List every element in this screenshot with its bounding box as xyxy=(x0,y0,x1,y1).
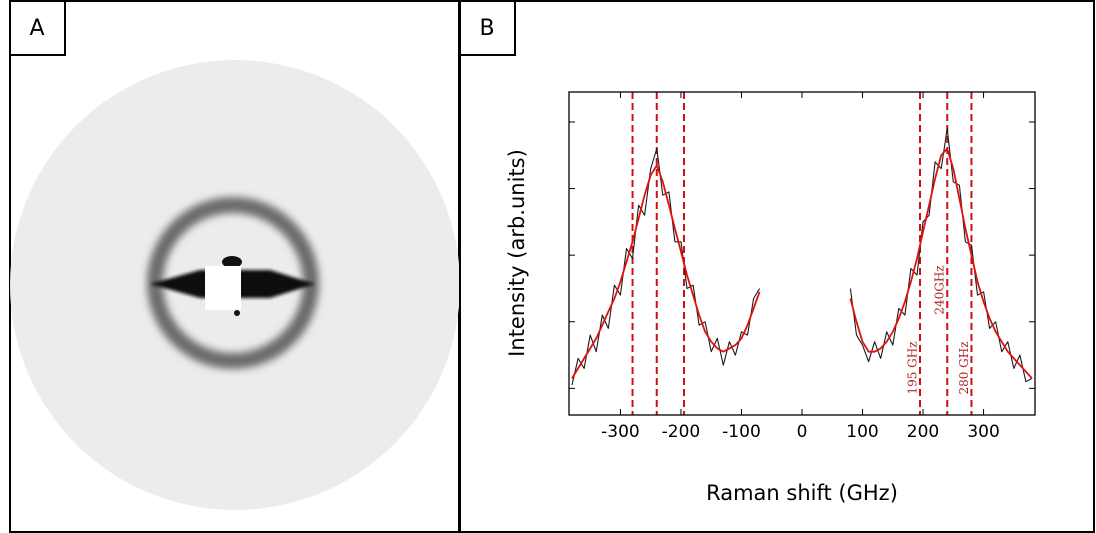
annotation: 195 GHz xyxy=(906,341,920,394)
spot xyxy=(222,256,242,268)
panel-b: B Raman shift (GHz) Intensity (arb.units… xyxy=(459,0,1095,533)
x-tick-label: -300 xyxy=(601,422,640,442)
x-axis-title: Raman shift (GHz) xyxy=(706,481,898,505)
x-tick-label: -200 xyxy=(662,422,701,442)
panel-label: A xyxy=(29,16,44,41)
beamstop xyxy=(205,266,241,310)
label-box xyxy=(9,0,66,56)
spot xyxy=(234,310,240,316)
x-tick-label: 0 xyxy=(797,422,808,442)
x-tick-label: 200 xyxy=(907,422,939,442)
spectrum-line xyxy=(571,147,1033,380)
x-tick-label: 100 xyxy=(846,422,878,442)
panel-label: B xyxy=(479,16,494,41)
x-tick-label: 300 xyxy=(967,422,999,442)
panel-a: A xyxy=(9,0,460,533)
annotation: 240GHz xyxy=(933,265,947,314)
annotation: 280 GHz xyxy=(957,341,971,394)
y-axis-title: Intensity (arb.units) xyxy=(505,149,529,357)
x-tick-label: -100 xyxy=(722,422,761,442)
label-box xyxy=(459,0,516,56)
panel-frame xyxy=(459,0,1095,533)
